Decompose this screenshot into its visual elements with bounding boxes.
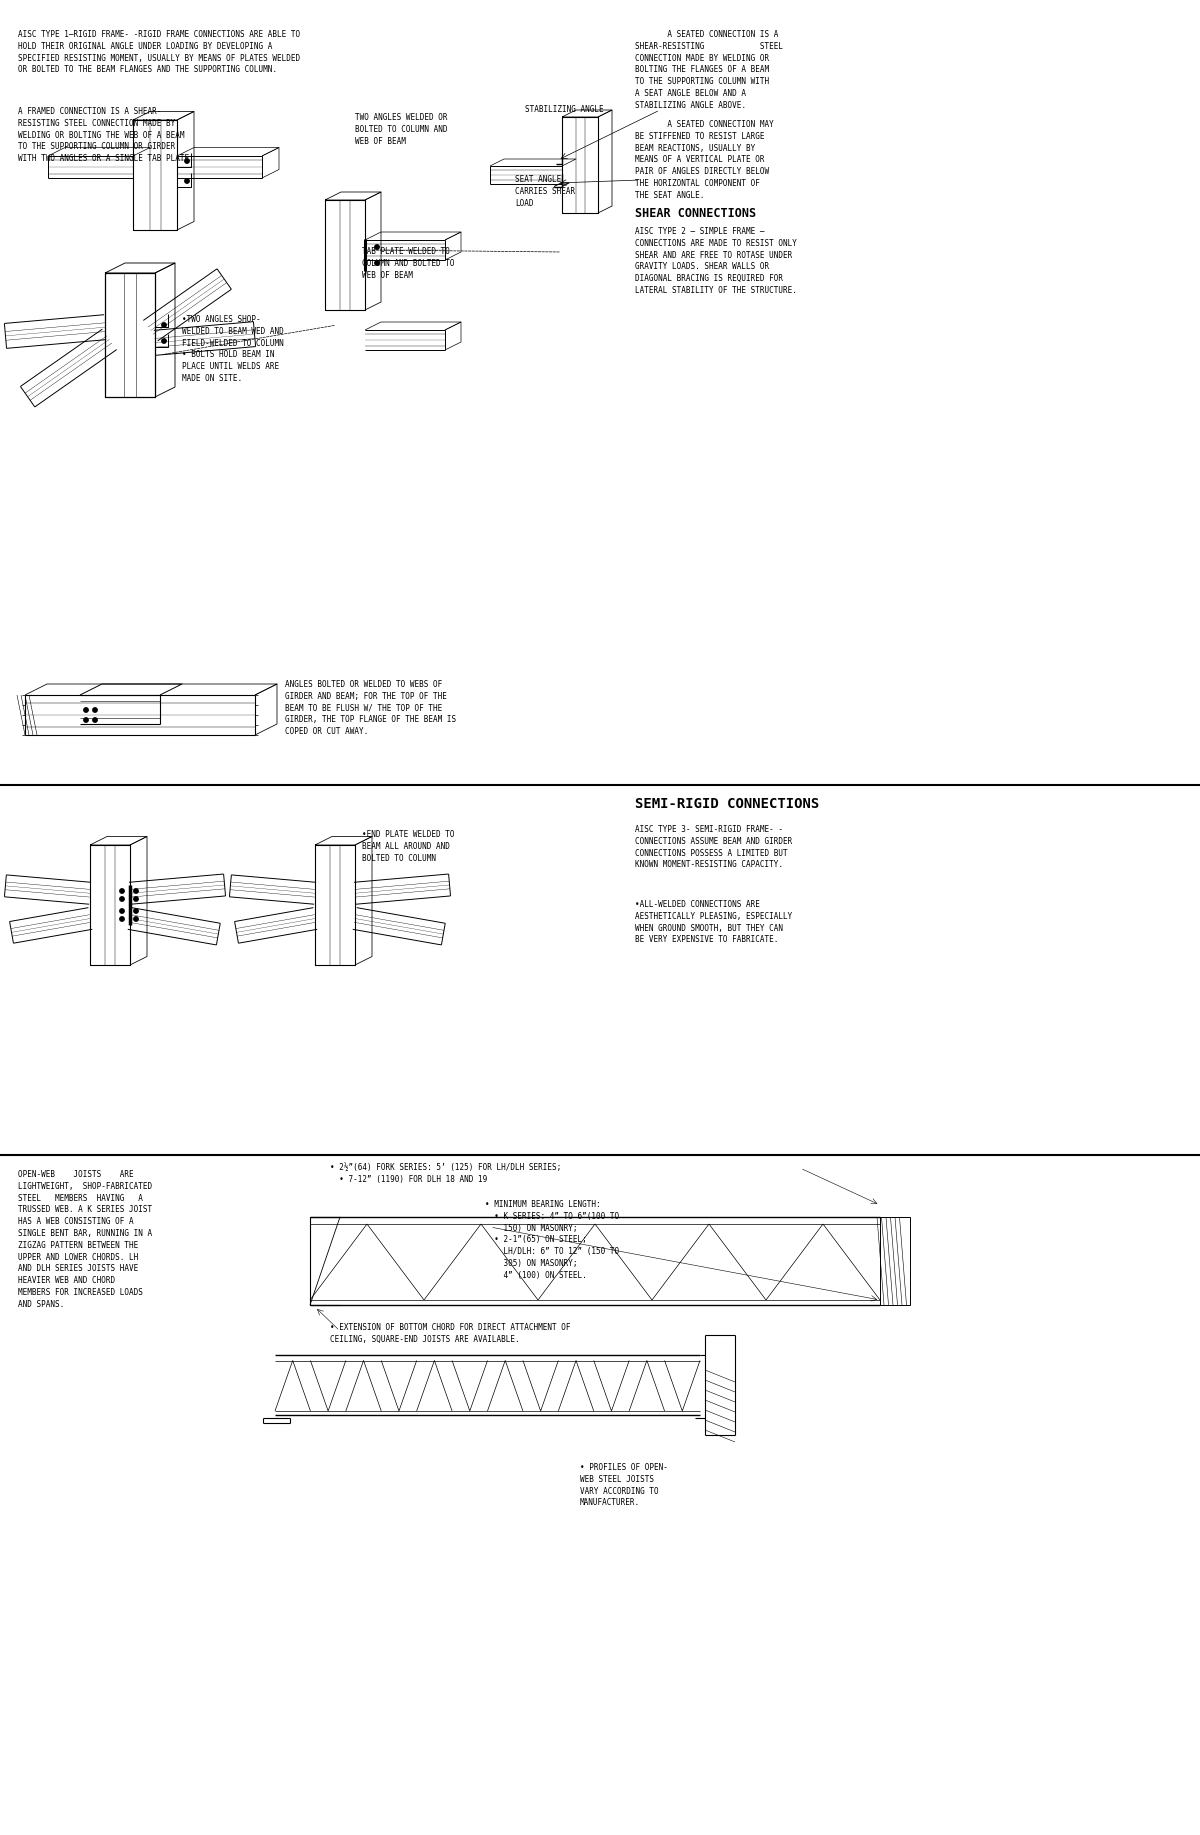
Text: AISC TYPE 2 – SIMPLE FRAME –
CONNECTIONS ARE MADE TO RESIST ONLY
SHEAR AND ARE F: AISC TYPE 2 – SIMPLE FRAME – CONNECTIONS…	[635, 228, 797, 295]
Text: AISC TYPE 1—RIGID FRAME- -RIGID FRAME CONNECTIONS ARE ABLE TO
HOLD THEIR ORIGINA: AISC TYPE 1—RIGID FRAME- -RIGID FRAME CO…	[18, 29, 300, 75]
Text: AISC TYPE 3- SEMI-RIGID FRAME- -
CONNECTIONS ASSUME BEAM AND GIRDER
CONNECTIONS : AISC TYPE 3- SEMI-RIGID FRAME- - CONNECT…	[635, 826, 792, 870]
Circle shape	[92, 717, 97, 723]
Text: SEMI-RIGID CONNECTIONS: SEMI-RIGID CONNECTIONS	[635, 796, 820, 811]
Text: •TWO ANGLES SHOP-
WELDED TO BEAM WED AND
FIELD-WELDED TO COLUMN
• BOLTS HOLD BEA: •TWO ANGLES SHOP- WELDED TO BEAM WED AND…	[182, 316, 283, 384]
Text: • 2½”(64) FORK SERIES: 5’ (125) FOR LH/DLH SERIES;
  • 7-12” (1190) FOR DLH 18 A: • 2½”(64) FORK SERIES: 5’ (125) FOR LH/D…	[330, 1163, 562, 1184]
Text: SHEAR CONNECTIONS: SHEAR CONNECTIONS	[635, 207, 756, 220]
Text: A SEATED CONNECTION MAY
BE STIFFENED TO RESIST LARGE
BEAM REACTIONS, USUALLY BY
: A SEATED CONNECTION MAY BE STIFFENED TO …	[635, 119, 774, 200]
Circle shape	[134, 897, 138, 901]
Text: • MINIMUM BEARING LENGTH:
  • K SERIES: 4” TO 6”(100 TO
    150) ON MASONRY;
  •: • MINIMUM BEARING LENGTH: • K SERIES: 4”…	[485, 1200, 619, 1279]
Text: • PROFILES OF OPEN-
WEB STEEL JOISTS
VARY ACCORDING TO
MANUFACTURER.: • PROFILES OF OPEN- WEB STEEL JOISTS VAR…	[580, 1462, 668, 1507]
Circle shape	[84, 708, 89, 712]
Circle shape	[120, 897, 125, 901]
Circle shape	[134, 908, 138, 914]
Circle shape	[134, 918, 138, 921]
Circle shape	[185, 160, 190, 163]
Text: TAB PLATE WELDED TO
COLUMN AND BOLTED TO
WEB OF BEAM: TAB PLATE WELDED TO COLUMN AND BOLTED TO…	[362, 248, 455, 279]
Circle shape	[374, 244, 379, 250]
Circle shape	[162, 323, 166, 327]
Circle shape	[185, 178, 190, 184]
Circle shape	[120, 888, 125, 894]
Text: ANGLES BOLTED OR WELDED TO WEBS OF
GIRDER AND BEAM; FOR THE TOP OF THE
BEAM TO B: ANGLES BOLTED OR WELDED TO WEBS OF GIRDE…	[286, 681, 456, 736]
Circle shape	[84, 717, 89, 723]
Circle shape	[120, 918, 125, 921]
Circle shape	[134, 888, 138, 894]
Text: • EXTENSION OF BOTTOM CHORD FOR DIRECT ATTACHMENT OF
CEILING, SQUARE-END JOISTS : • EXTENSION OF BOTTOM CHORD FOR DIRECT A…	[330, 1323, 570, 1343]
Text: STABILIZING ANGLE: STABILIZING ANGLE	[526, 105, 604, 114]
Text: OPEN-WEB    JOISTS    ARE
LIGHTWEIGHT,  SHOP-FABRICATED
STEEL   MEMBERS  HAVING : OPEN-WEB JOISTS ARE LIGHTWEIGHT, SHOP-FA…	[18, 1171, 152, 1308]
Circle shape	[120, 908, 125, 914]
Text: •ALL-WELDED CONNECTIONS ARE
AESTHETICALLY PLEASING, ESPECIALLY
WHEN GROUND SMOOT: •ALL-WELDED CONNECTIONS ARE AESTHETICALL…	[635, 899, 792, 945]
Text: A FRAMED CONNECTION IS A SHEAR-
RESISTING STEEL CONNECTION MADE BY
WELDING OR BO: A FRAMED CONNECTION IS A SHEAR- RESISTIN…	[18, 106, 193, 163]
Text: •END PLATE WELDED TO
BEAM ALL AROUND AND
BOLTED TO COLUMN: •END PLATE WELDED TO BEAM ALL AROUND AND…	[362, 829, 455, 862]
Text: TWO ANGLES WELDED OR
BOLTED TO COLUMN AND
WEB OF BEAM: TWO ANGLES WELDED OR BOLTED TO COLUMN AN…	[355, 114, 448, 145]
Circle shape	[374, 261, 379, 266]
Text: A SEATED CONNECTION IS A
SHEAR-RESISTING            STEEL
CONNECTION MADE BY WEL: A SEATED CONNECTION IS A SHEAR-RESISTING…	[635, 29, 784, 110]
Circle shape	[162, 339, 166, 343]
Text: SEAT ANGLE
CARRIES SHEAR
LOAD: SEAT ANGLE CARRIES SHEAR LOAD	[515, 174, 575, 207]
Circle shape	[92, 708, 97, 712]
